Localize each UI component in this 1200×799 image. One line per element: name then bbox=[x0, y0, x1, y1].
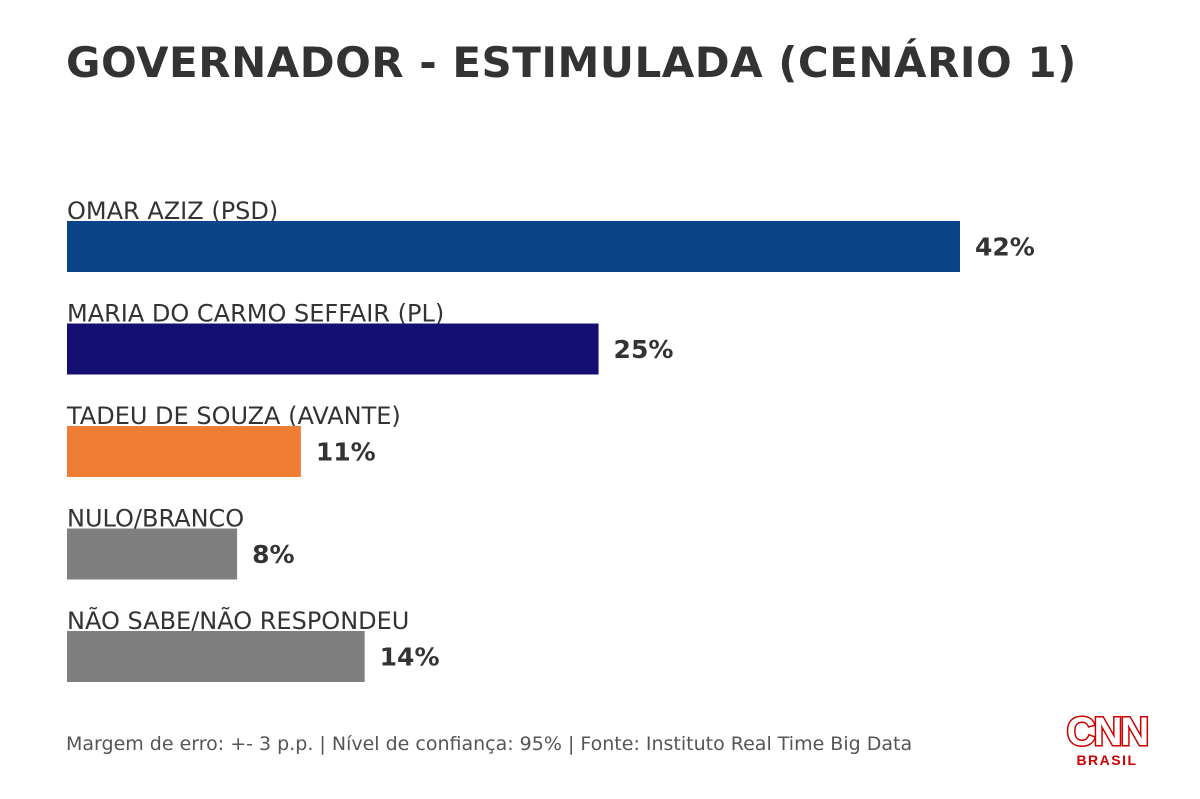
value-label: 14% bbox=[380, 643, 440, 672]
category-label: MARIA DO CARMO SEFFAIR (PL) bbox=[67, 300, 444, 328]
bar bbox=[67, 221, 960, 272]
category-label: NÃO SABE/NÃO RESPONDEU bbox=[67, 605, 409, 635]
bar bbox=[67, 528, 238, 580]
bar bbox=[67, 323, 599, 375]
value-label: 42% bbox=[975, 233, 1035, 262]
bar-chart: OMAR AZIZ (PSD) 42% MARIA DO CARMO SEFFAIR… bbox=[66, 197, 1035, 682]
value-label: 11% bbox=[316, 438, 376, 467]
value-label: 25% bbox=[614, 335, 674, 364]
logo-sub-text: BRASIL bbox=[1076, 752, 1138, 768]
cnn-brasil-logo: CNN BRASIL bbox=[1062, 710, 1152, 772]
category-label: TADEU DE SOUZA (AVANTE) bbox=[66, 402, 401, 430]
footer-source-note: Margem de erro: +- 3 p.p. | Nível de con… bbox=[66, 733, 913, 755]
chart-title: GOVERNADOR - ESTIMULADA (CENÁRIO 1) bbox=[66, 38, 1077, 87]
bar bbox=[67, 426, 301, 477]
category-label: NULO/BRANCO bbox=[67, 505, 244, 533]
logo-main-text: CNN bbox=[1065, 710, 1151, 754]
category-label: OMAR AZIZ (PSD) bbox=[67, 197, 278, 225]
bar bbox=[67, 631, 365, 682]
value-label: 8% bbox=[252, 540, 294, 569]
